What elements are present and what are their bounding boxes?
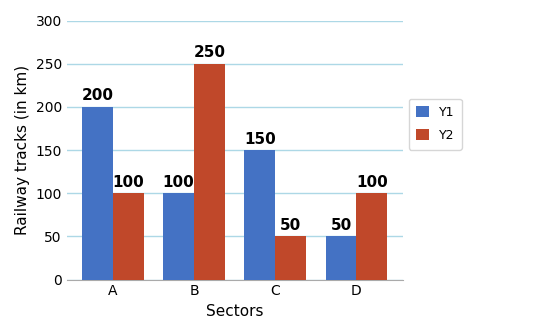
- Bar: [113, 193, 144, 280]
- Text: 50: 50: [330, 218, 352, 233]
- Text: 50: 50: [280, 218, 301, 233]
- Text: 100: 100: [163, 175, 195, 190]
- Text: 150: 150: [244, 132, 276, 147]
- Text: 100: 100: [112, 175, 144, 190]
- Bar: [244, 150, 275, 280]
- Bar: [356, 193, 387, 280]
- Bar: [163, 193, 194, 280]
- Bar: [326, 236, 356, 280]
- X-axis label: Sectors: Sectors: [206, 304, 264, 319]
- Y-axis label: Railway tracks (in km): Railway tracks (in km): [15, 65, 30, 235]
- Legend: Y1, Y2: Y1, Y2: [409, 99, 462, 150]
- Bar: [275, 236, 306, 280]
- Text: 250: 250: [193, 45, 225, 60]
- Bar: [82, 107, 113, 280]
- Bar: [194, 64, 225, 280]
- Text: 200: 200: [82, 89, 113, 104]
- Text: 100: 100: [356, 175, 387, 190]
